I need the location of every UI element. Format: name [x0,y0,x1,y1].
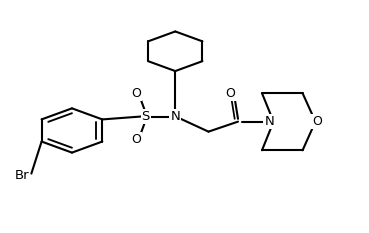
Text: O: O [313,115,322,128]
Text: N: N [170,110,180,123]
Text: O: O [131,87,141,100]
Text: N: N [265,115,274,128]
Text: S: S [142,110,150,123]
Text: O: O [226,87,235,100]
Text: O: O [131,133,141,146]
Text: Br: Br [15,169,30,182]
